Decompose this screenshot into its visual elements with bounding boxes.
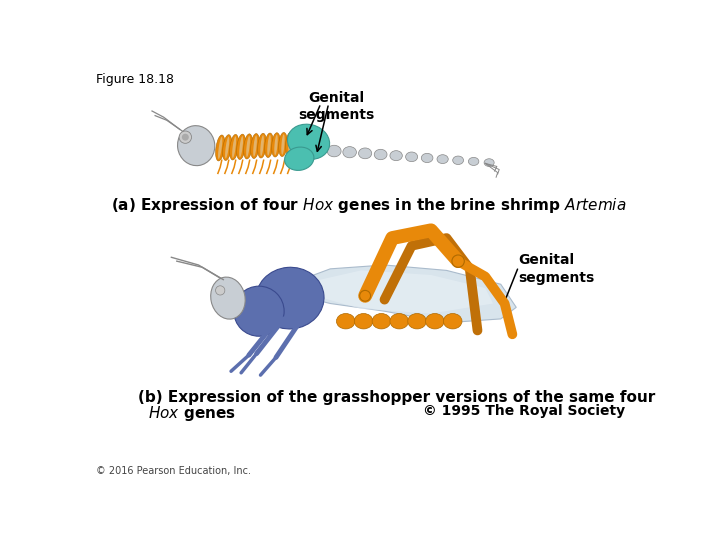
Ellipse shape	[215, 286, 225, 295]
Ellipse shape	[359, 148, 372, 159]
Ellipse shape	[372, 314, 391, 329]
Text: Genital
segments: Genital segments	[298, 91, 374, 122]
Ellipse shape	[274, 134, 278, 155]
Ellipse shape	[300, 132, 308, 155]
Ellipse shape	[279, 132, 287, 157]
Ellipse shape	[288, 134, 292, 154]
Ellipse shape	[253, 136, 257, 157]
Ellipse shape	[390, 314, 408, 329]
Ellipse shape	[222, 134, 232, 160]
Ellipse shape	[179, 131, 192, 143]
Text: © 1995 The Royal Society: © 1995 The Royal Society	[423, 403, 626, 417]
Text: $\it{Hox}$ genes: $\it{Hox}$ genes	[148, 403, 236, 423]
Ellipse shape	[408, 314, 426, 329]
Ellipse shape	[239, 136, 243, 158]
Ellipse shape	[271, 133, 280, 157]
Ellipse shape	[258, 133, 266, 158]
Ellipse shape	[295, 134, 299, 154]
Ellipse shape	[256, 267, 324, 329]
Text: Genital
segments: Genital segments	[518, 253, 594, 285]
Ellipse shape	[310, 133, 312, 153]
Ellipse shape	[251, 133, 259, 158]
Ellipse shape	[230, 134, 238, 160]
Ellipse shape	[302, 133, 305, 153]
Ellipse shape	[452, 255, 464, 267]
Ellipse shape	[243, 134, 253, 159]
Ellipse shape	[218, 137, 222, 159]
Ellipse shape	[260, 135, 264, 156]
Text: (b) Expression of the grasshopper versions of the same four: (b) Expression of the grasshopper versio…	[138, 390, 655, 405]
Ellipse shape	[426, 314, 444, 329]
Ellipse shape	[484, 159, 494, 166]
Ellipse shape	[343, 147, 356, 158]
Ellipse shape	[292, 132, 301, 156]
Ellipse shape	[225, 137, 229, 159]
Ellipse shape	[354, 314, 373, 329]
Ellipse shape	[327, 145, 341, 157]
Ellipse shape	[287, 124, 330, 159]
Polygon shape	[300, 265, 516, 323]
Ellipse shape	[469, 157, 479, 165]
Polygon shape	[307, 271, 493, 314]
Text: © 2016 Pearson Education, Inc.: © 2016 Pearson Education, Inc.	[96, 466, 251, 476]
Ellipse shape	[286, 132, 294, 156]
Ellipse shape	[421, 153, 433, 163]
Ellipse shape	[215, 135, 225, 161]
Ellipse shape	[307, 131, 315, 154]
Text: Figure 18.18: Figure 18.18	[96, 72, 174, 85]
Ellipse shape	[265, 133, 274, 158]
Ellipse shape	[360, 291, 371, 301]
Text: (a) Expression of four $\it{Hox}$ genes in the brine shrimp $\it{Artemia}$: (a) Expression of four $\it{Hox}$ genes …	[112, 195, 626, 215]
Ellipse shape	[211, 277, 246, 319]
Ellipse shape	[437, 154, 449, 164]
Ellipse shape	[234, 286, 284, 336]
Ellipse shape	[453, 156, 464, 165]
Ellipse shape	[284, 147, 314, 171]
Ellipse shape	[282, 134, 284, 154]
Ellipse shape	[444, 314, 462, 329]
Ellipse shape	[178, 126, 215, 166]
Ellipse shape	[182, 134, 189, 140]
Ellipse shape	[405, 152, 418, 161]
Ellipse shape	[237, 134, 246, 159]
Ellipse shape	[390, 151, 402, 161]
Ellipse shape	[267, 135, 271, 156]
Ellipse shape	[336, 314, 355, 329]
Ellipse shape	[374, 149, 387, 160]
Ellipse shape	[232, 136, 236, 158]
Ellipse shape	[246, 136, 250, 157]
